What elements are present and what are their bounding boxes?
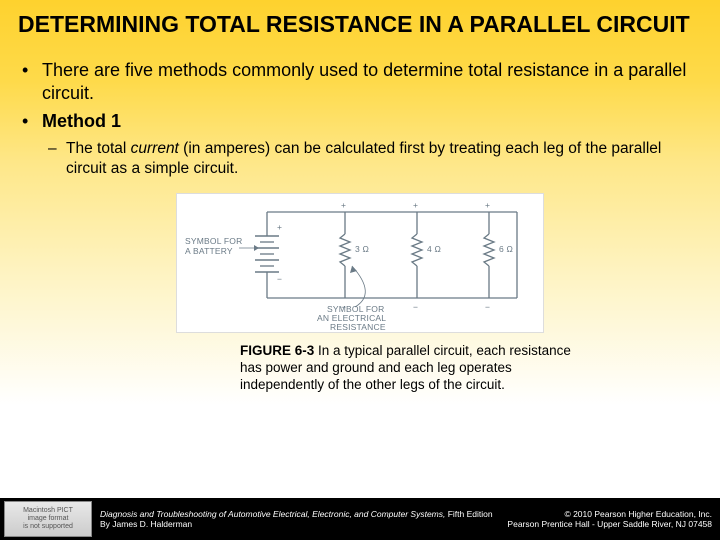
slide-content: There are five methods commonly used to … — [0, 59, 720, 394]
svg-text:+: + — [277, 222, 282, 232]
footer-edition: Fifth Edition — [445, 509, 492, 519]
battery-label-2: A BATTERY — [185, 246, 233, 256]
footer-left: Diagnosis and Troubleshooting of Automot… — [92, 509, 507, 529]
figure-caption: FIGURE 6-3 In a typical parallel circuit… — [120, 343, 600, 394]
svg-text:−: − — [413, 302, 418, 312]
bullet-level1-item1: There are five methods commonly used to … — [18, 59, 702, 106]
slide-title: DETERMINING TOTAL RESISTANCE IN A PARALL… — [0, 0, 720, 59]
circuit-diagram-wrap: + − SYMBOL FOR A BATTERY 3 Ω + − 4 — [18, 193, 702, 333]
footer-author: By James D. Halderman — [100, 519, 192, 529]
badge-l2: image format — [28, 515, 69, 523]
bullet-level2-item1: The total current (in amperes) can be ca… — [18, 139, 702, 179]
pict-badge: Macintosh PICT image format is not suppo… — [4, 501, 92, 537]
svg-text:+: + — [413, 200, 418, 210]
svg-text:−: − — [277, 274, 282, 284]
r3-label: 6 Ω — [499, 244, 513, 254]
footer-publisher: Pearson Prentice Hall - Upper Saddle Riv… — [507, 519, 712, 529]
bullet-level1-item2: Method 1 — [18, 110, 702, 133]
circuit-diagram: + − SYMBOL FOR A BATTERY 3 Ω + − 4 — [176, 193, 544, 333]
slide-footer: Macintosh PICT image format is not suppo… — [0, 498, 720, 540]
svg-text:+: + — [485, 200, 490, 210]
sub-italic: current — [131, 140, 179, 157]
battery-label-1: SYMBOL FOR — [185, 236, 242, 246]
r1-label: 3 Ω — [355, 244, 369, 254]
footer-right: © 2010 Pearson Higher Education, Inc. Pe… — [507, 509, 720, 529]
footer-copyright: © 2010 Pearson Higher Education, Inc. — [564, 509, 712, 519]
svg-text:−: − — [485, 302, 490, 312]
res-label-3: RESISTANCE — [330, 322, 386, 332]
svg-text:+: + — [341, 200, 346, 210]
sub-prefix: The total — [66, 140, 131, 157]
badge-l1: Macintosh PICT — [23, 507, 73, 515]
badge-l3: is not supported — [23, 523, 73, 531]
caption-prefix: FIGURE 6-3 — [240, 343, 314, 358]
footer-book-title: Diagnosis and Troubleshooting of Automot… — [100, 509, 445, 519]
method1-label: Method 1 — [42, 111, 121, 131]
r2-label: 4 Ω — [427, 244, 441, 254]
